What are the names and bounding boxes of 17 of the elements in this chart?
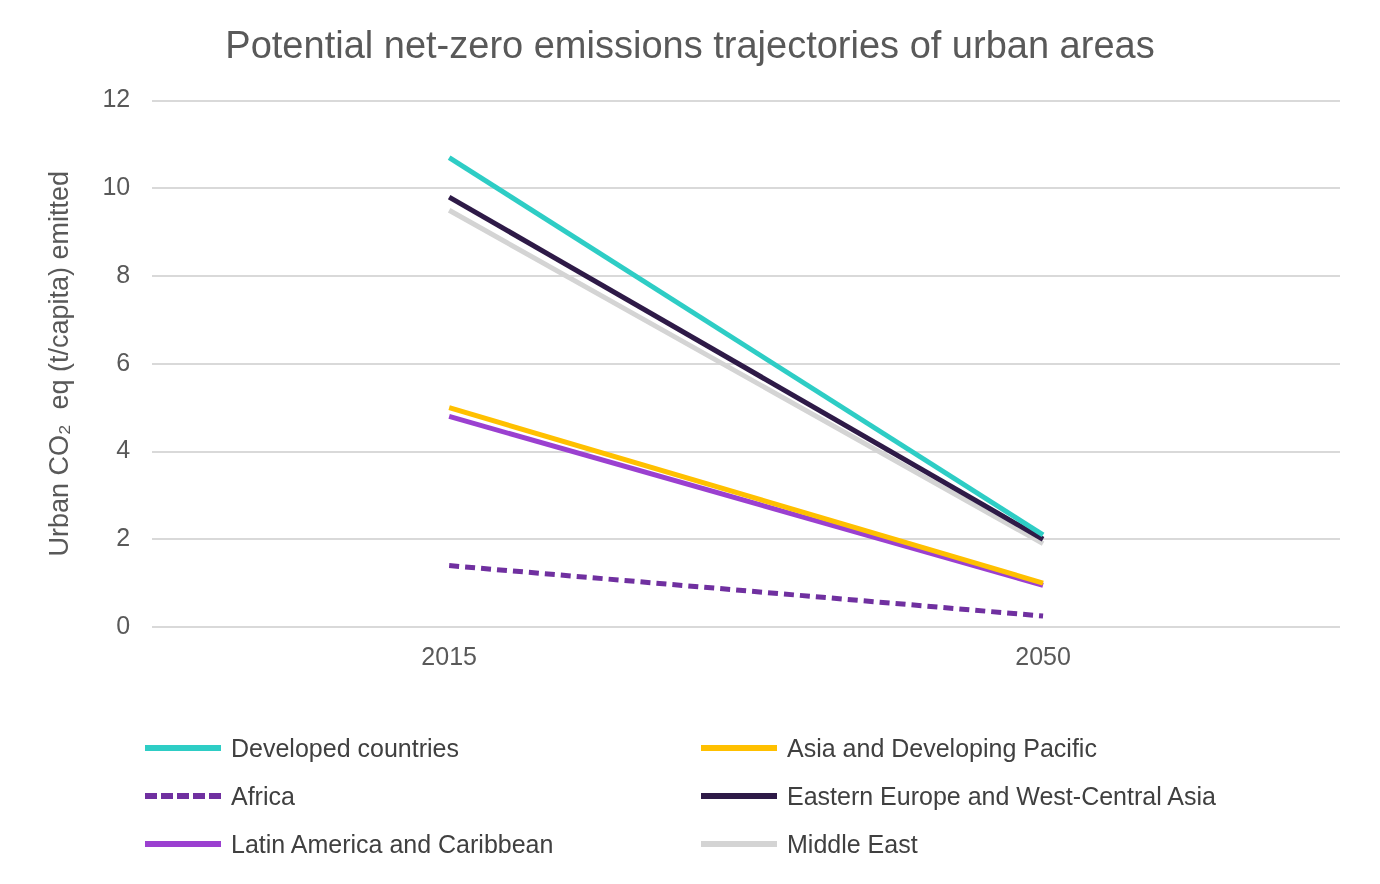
y-tick-label: 8 <box>116 259 131 288</box>
legend-label: Middle East <box>787 829 918 859</box>
y-tick-label: 2 <box>116 523 131 552</box>
y-tick-label: 6 <box>116 347 131 376</box>
x-tick-label: 2050 <box>1015 641 1071 670</box>
chart-title: Potential net-zero emissions trajectories of urban areas <box>225 24 1155 67</box>
legend-label: Eastern Europe and West-Central Asia <box>787 781 1216 811</box>
y-tick-label: 4 <box>116 435 131 464</box>
legend-label: Asia and Developing Pacific <box>787 733 1097 763</box>
y-tick-label: 10 <box>102 172 131 201</box>
y-axis-title: Urban CO₂ eq (t/capita) emitted <box>43 170 74 557</box>
y-tick-label: 12 <box>102 84 131 113</box>
y-tick-label: 0 <box>116 610 131 639</box>
legend-label: Developed countries <box>231 733 459 763</box>
legend-label: Africa <box>231 781 295 811</box>
legend-label: Latin America and Caribbean <box>231 829 554 859</box>
x-tick-label: 2015 <box>421 641 477 670</box>
